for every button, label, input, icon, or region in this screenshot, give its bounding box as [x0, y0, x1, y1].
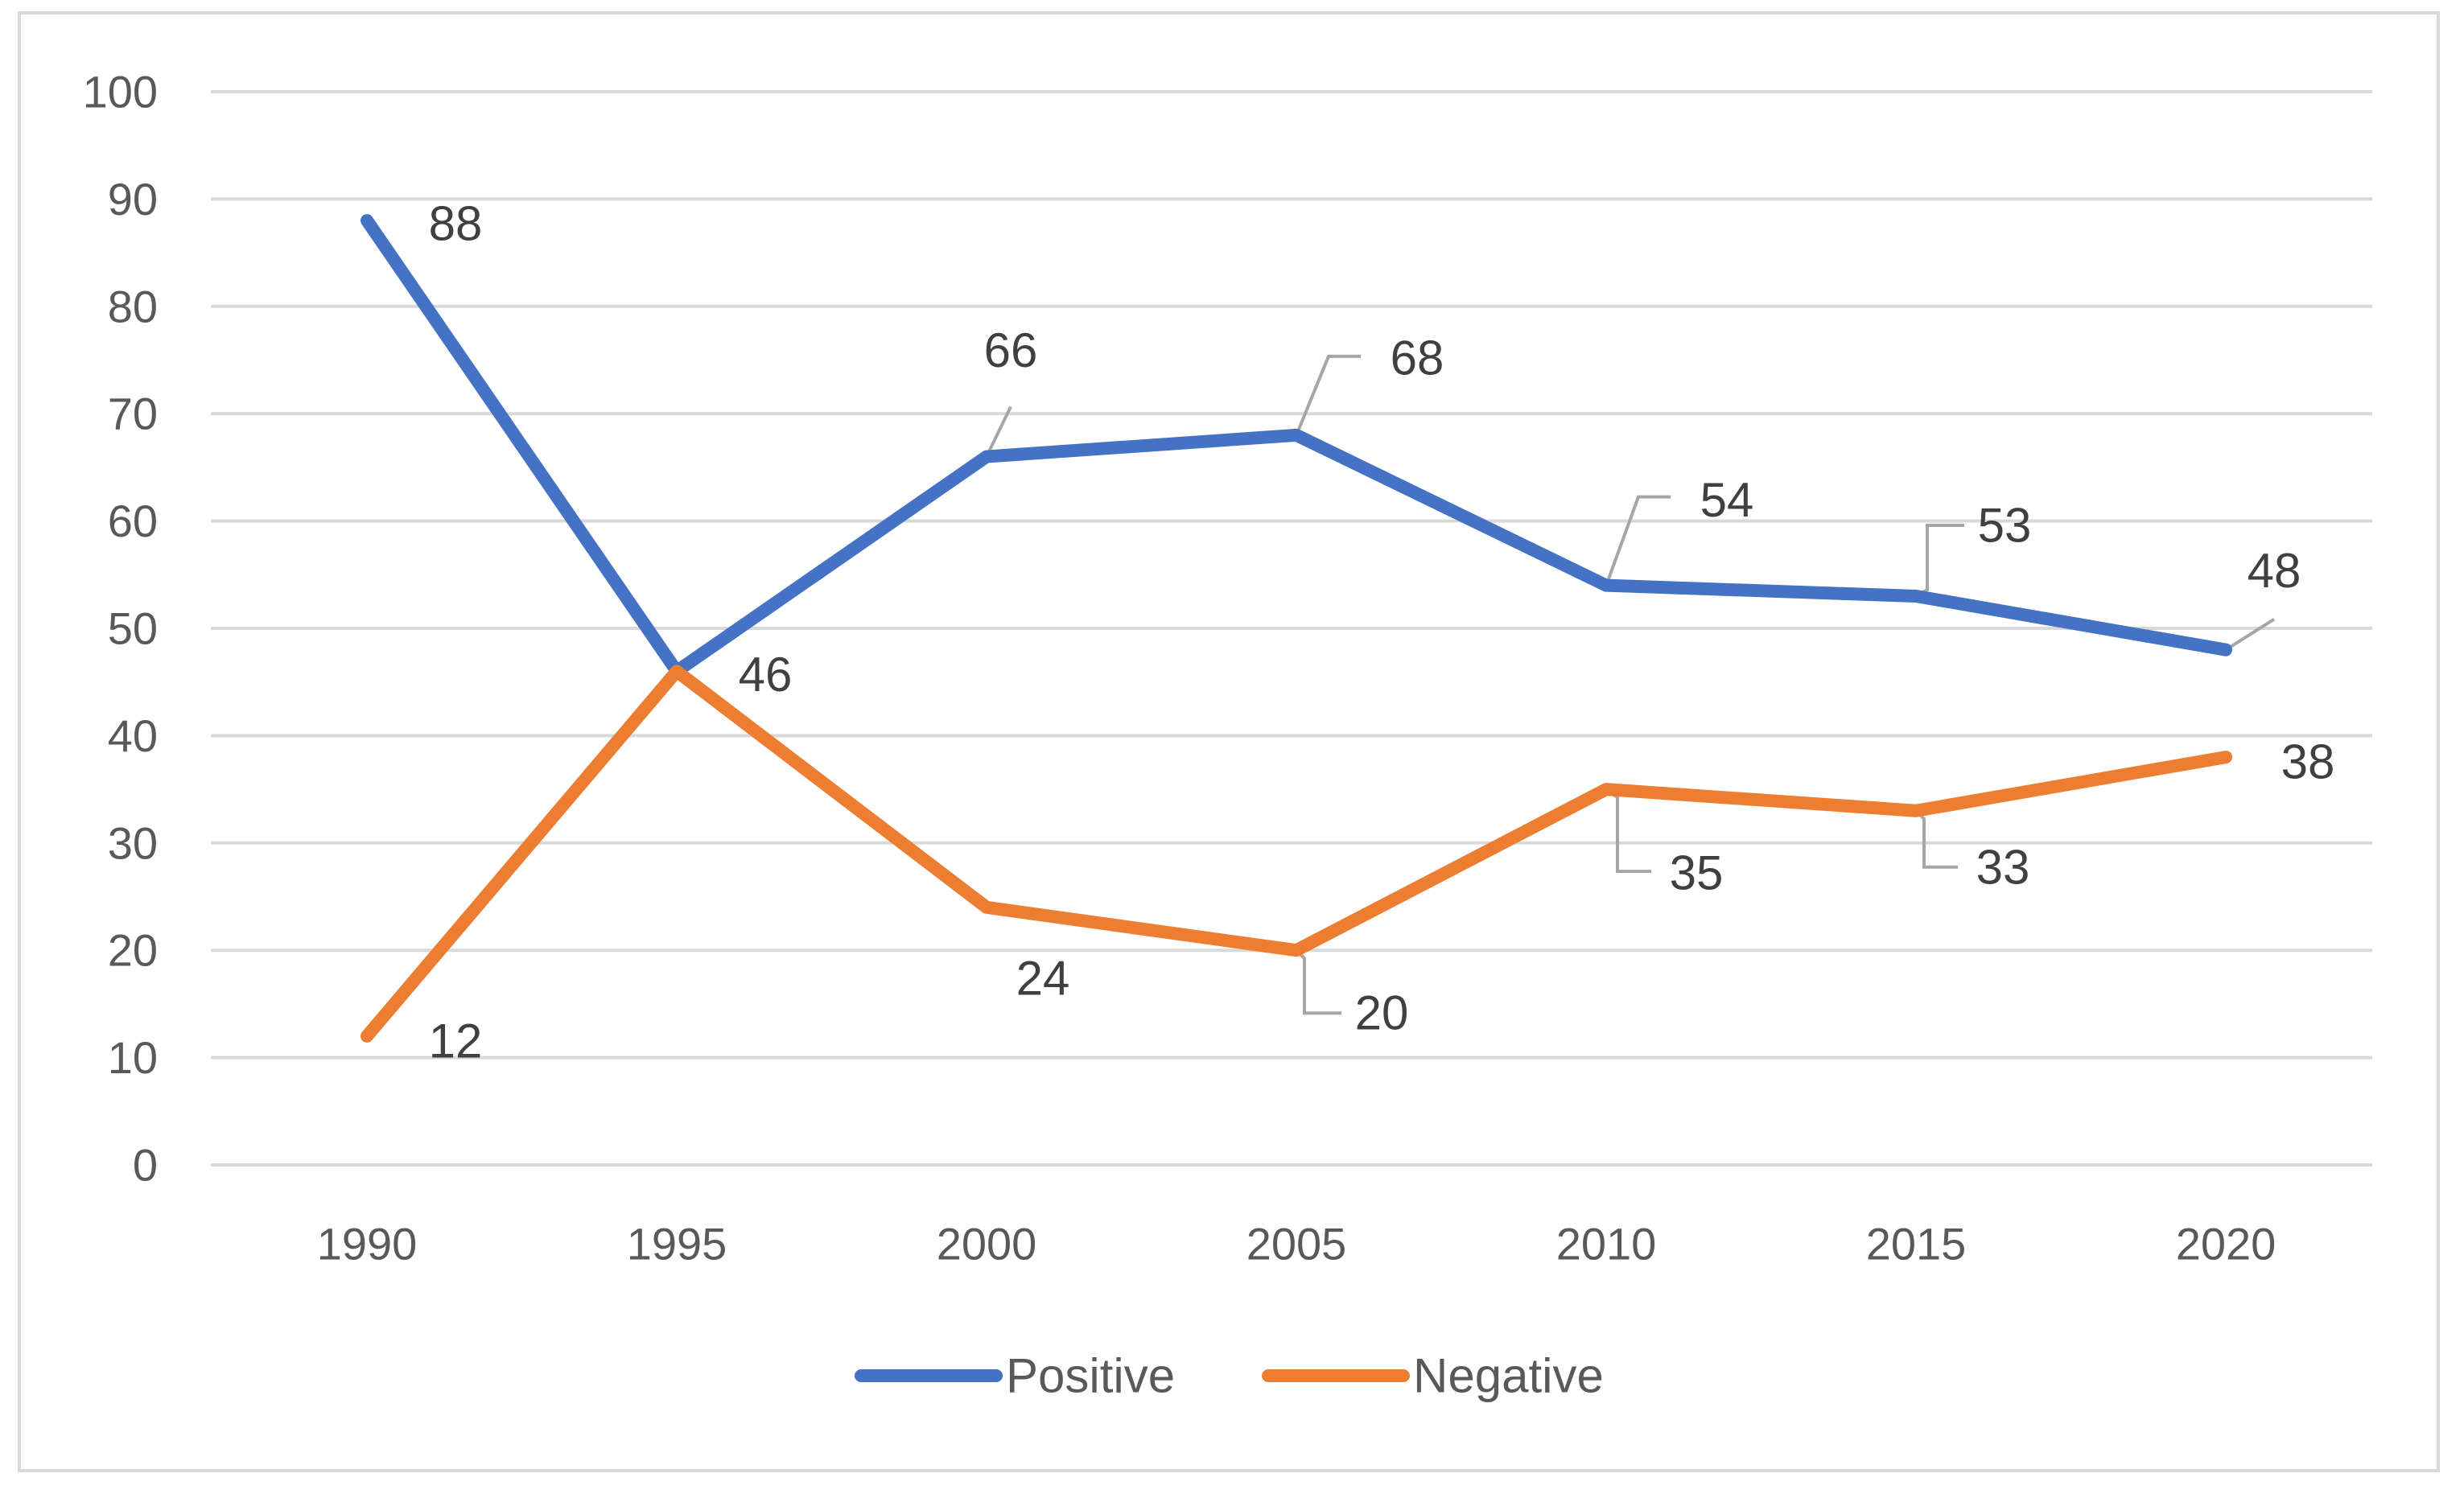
series-line-negative	[361, 665, 2232, 1043]
series-line-positive	[361, 214, 2232, 678]
leader-line	[1605, 788, 1651, 874]
leader-line	[985, 405, 1012, 458]
chart-frame	[18, 11, 2440, 1472]
y-tick-label: 80	[108, 281, 158, 331]
y-tick-label: 40	[108, 710, 158, 761]
gridlines	[211, 90, 2372, 1167]
leader-line	[1915, 523, 1964, 598]
leader-lines	[985, 354, 2276, 1015]
leader-line	[1295, 354, 1361, 436]
positive-data-label: 53	[1978, 498, 2032, 552]
data-labels: 88 46 66 68 54 53 48 12 24 20 35 33 38	[429, 197, 2335, 1068]
y-tick-label: 100	[83, 67, 158, 117]
x-axis-ticks: 1990 1995 2000 2005 2010 2015 2020	[317, 1219, 2277, 1270]
x-tick-label: 2000	[937, 1219, 1037, 1270]
negative-data-label: 35	[1670, 846, 1724, 900]
y-axis-ticks: 0 10 20 30 40 50 60 70 80 90 100	[83, 67, 158, 1191]
legend: Positive Negative	[855, 1349, 1604, 1403]
x-tick-label: 2020	[2176, 1219, 2277, 1270]
positive-data-label: 46	[739, 648, 793, 702]
y-tick-label: 50	[108, 603, 158, 654]
leader-line	[1914, 809, 1958, 869]
legend-label-negative: Negative	[1413, 1349, 1604, 1403]
positive-data-label: 48	[2248, 544, 2301, 598]
negative-data-label: 20	[1355, 986, 1409, 1040]
negative-data-label: 38	[2281, 735, 2335, 789]
y-tick-label: 90	[108, 174, 158, 224]
y-tick-label: 30	[108, 817, 158, 868]
negative-data-label: 33	[1976, 840, 2030, 894]
y-tick-label: 70	[108, 389, 158, 439]
x-tick-label: 1995	[627, 1219, 727, 1270]
y-tick-label: 0	[133, 1140, 158, 1191]
legend-label-positive: Positive	[1006, 1349, 1175, 1403]
positive-data-label: 68	[1391, 331, 1444, 385]
positive-data-label: 66	[984, 323, 1038, 377]
leader-line	[1605, 495, 1671, 586]
positive-data-label: 54	[1700, 473, 1754, 527]
x-tick-label: 2010	[1556, 1219, 1657, 1270]
y-tick-label: 60	[108, 496, 158, 546]
y-tick-label: 20	[108, 925, 158, 976]
y-tick-label: 10	[108, 1032, 158, 1083]
x-tick-label: 2005	[1246, 1219, 1347, 1270]
x-tick-label: 1990	[317, 1219, 418, 1270]
leader-line	[2224, 617, 2276, 652]
x-tick-label: 2015	[1866, 1219, 1967, 1270]
positive-data-label: 88	[429, 197, 483, 251]
series-lines	[361, 214, 2232, 1043]
negative-data-label: 12	[429, 1014, 483, 1068]
leader-line	[1295, 949, 1341, 1015]
negative-data-label: 24	[1016, 951, 1070, 1005]
